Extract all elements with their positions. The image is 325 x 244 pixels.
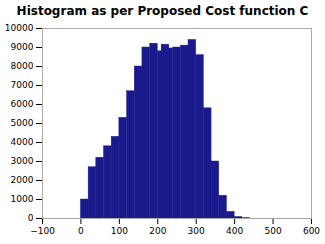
svg-text:100: 100 (111, 226, 128, 236)
svg-text:600: 600 (303, 226, 320, 236)
svg-text:0: 0 (28, 213, 34, 223)
svg-text:200: 200 (149, 226, 166, 236)
svg-text:8000: 8000 (11, 61, 34, 71)
svg-text:5000: 5000 (11, 118, 34, 128)
svg-text:−100: −100 (30, 226, 55, 236)
svg-text:3000: 3000 (11, 156, 34, 166)
html-text:Histogram as per Proposed Cost: Histogram as per Proposed Cost function … (16, 4, 309, 18)
svg-text:400: 400 (226, 226, 243, 236)
svg-text:500: 500 (264, 226, 281, 236)
svg-text:9000: 9000 (11, 42, 34, 52)
svg-text:4000: 4000 (11, 137, 34, 147)
svg-text:1000: 1000 (11, 194, 34, 204)
svg-text:7000: 7000 (11, 80, 34, 90)
svg-text:300: 300 (188, 226, 205, 236)
svg-text:2000: 2000 (11, 175, 34, 185)
svg-text:10000: 10000 (5, 23, 34, 33)
svg-text:0: 0 (78, 226, 84, 236)
svg-text:6000: 6000 (11, 99, 34, 109)
